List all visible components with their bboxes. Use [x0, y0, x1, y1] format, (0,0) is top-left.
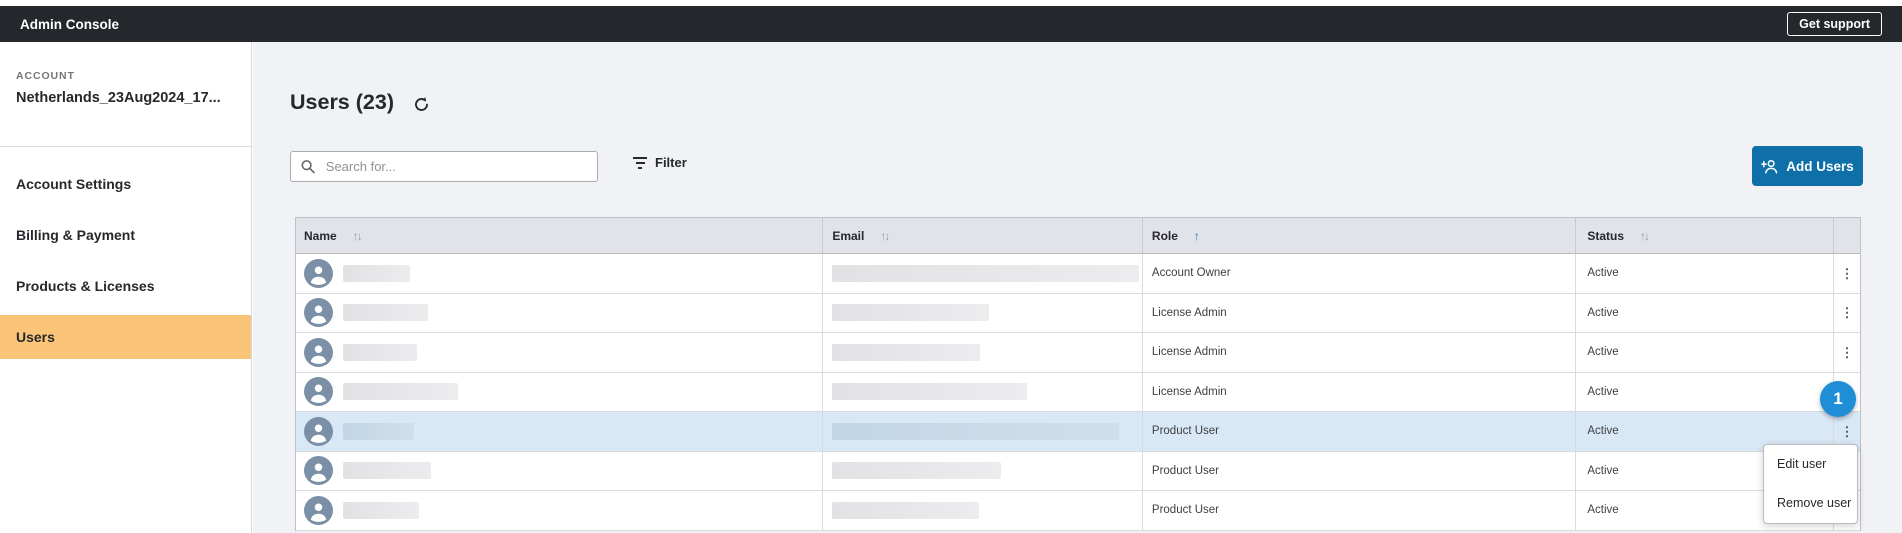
redacted-email	[832, 383, 1028, 401]
sort-icon-email[interactable]: ↑↓	[880, 228, 890, 243]
user-avatar-icon	[304, 416, 333, 446]
redacted-name	[343, 462, 431, 480]
toolbar: Filter Add Users	[290, 146, 1863, 187]
table-row-highlighted[interactable]: Product User Active ⋮	[296, 412, 1860, 452]
status-cell: Active	[1576, 412, 1835, 451]
column-header-actions	[1834, 218, 1860, 253]
users-table: Name ↑↓ Email ↑↓ Role ↑ Status ↑↓	[295, 217, 1861, 531]
sidebar-item-billing-payment[interactable]: Billing & Payment	[16, 227, 136, 243]
redacted-name	[343, 501, 419, 519]
table-row[interactable]: Product User Active ⋮	[296, 491, 1860, 531]
sidebar-item-users[interactable]: Users	[0, 315, 251, 359]
table-row[interactable]: License Admin Active ⋮	[296, 333, 1860, 373]
add-user-icon	[1761, 159, 1778, 173]
search-box[interactable]	[290, 151, 598, 182]
status-cell: Active	[1576, 372, 1835, 411]
table-row[interactable]: License Admin Active ⋮	[296, 372, 1860, 412]
filter-button[interactable]: Filter	[633, 155, 687, 170]
sidebar-item-products-licenses[interactable]: Products & Licenses	[16, 278, 155, 294]
redacted-name	[343, 304, 428, 322]
user-avatar-icon	[304, 495, 333, 525]
role-cell: Product User	[1143, 491, 1577, 530]
menu-item-edit-user[interactable]: Edit user	[1777, 457, 1827, 471]
redacted-name	[343, 422, 414, 440]
sidebar-nav: Account Settings Billing & Payment Produ…	[0, 162, 251, 366]
user-avatar-icon	[304, 456, 333, 486]
role-cell: License Admin	[1143, 333, 1577, 372]
kebab-menu-icon[interactable]: ⋮	[1840, 305, 1854, 321]
status-cell: Active	[1576, 333, 1835, 372]
column-header-role[interactable]: Role ↑	[1143, 218, 1577, 253]
redacted-email	[832, 304, 990, 322]
sidebar-divider	[0, 146, 251, 147]
column-header-email[interactable]: Email ↑↓	[823, 218, 1143, 253]
filter-label: Filter	[655, 155, 687, 170]
sidebar: ACCOUNT Netherlands_23Aug2024_17... Acco…	[0, 42, 252, 533]
status-cell: Active	[1576, 254, 1835, 293]
column-header-name[interactable]: Name ↑↓	[296, 218, 824, 253]
search-icon	[301, 160, 315, 174]
row-context-menu: Edit user Remove user	[1763, 444, 1858, 524]
redacted-email	[832, 343, 981, 361]
topbar: Admin Console Get support	[0, 6, 1902, 42]
account-section-label: ACCOUNT	[16, 70, 75, 82]
user-avatar-icon	[304, 298, 333, 328]
table-row[interactable]: Account Owner Active ⋮	[296, 254, 1860, 294]
kebab-menu-icon-open[interactable]: ⋮	[1840, 423, 1854, 439]
redacted-email	[832, 264, 1140, 282]
role-cell: License Admin	[1143, 372, 1577, 411]
app-title: Admin Console	[20, 16, 120, 32]
redacted-name	[343, 264, 410, 282]
role-cell: License Admin	[1143, 293, 1577, 332]
role-cell: Product User	[1143, 451, 1577, 490]
redacted-email	[832, 462, 1002, 480]
redacted-email	[832, 501, 980, 519]
add-users-button[interactable]: Add Users	[1752, 146, 1863, 186]
account-name[interactable]: Netherlands_23Aug2024_17...	[16, 90, 221, 106]
column-header-status[interactable]: Status ↑↓	[1576, 218, 1835, 253]
main-content: Users (23) Filter Add Users	[253, 42, 1902, 533]
add-users-label: Add Users	[1786, 158, 1854, 174]
sidebar-item-account-settings[interactable]: Account Settings	[16, 176, 132, 192]
table-row[interactable]: License Admin Active ⋮	[296, 293, 1860, 333]
table-header: Name ↑↓ Email ↑↓ Role ↑ Status ↑↓	[296, 218, 1860, 254]
sort-icon-role-ascending[interactable]: ↑	[1193, 228, 1200, 243]
table-row[interactable]: Product User Active ⋮	[296, 451, 1860, 491]
annotation-step-badge: 1	[1820, 381, 1856, 417]
filter-icon	[633, 156, 647, 169]
role-cell: Product User	[1143, 412, 1577, 451]
user-avatar-icon	[304, 337, 333, 367]
refresh-icon[interactable]	[413, 96, 430, 113]
role-cell: Account Owner	[1143, 254, 1577, 293]
search-input[interactable]	[323, 158, 587, 175]
status-cell: Active	[1576, 293, 1835, 332]
redacted-name	[343, 383, 458, 401]
user-avatar-icon	[304, 377, 333, 407]
user-avatar-icon	[304, 258, 333, 288]
kebab-menu-icon[interactable]: ⋮	[1840, 265, 1854, 281]
sort-icon-status[interactable]: ↑↓	[1640, 228, 1650, 243]
page-title-row: Users (23)	[290, 90, 430, 115]
page-title: Users (23)	[290, 90, 394, 114]
get-support-button[interactable]: Get support	[1787, 12, 1882, 36]
redacted-email	[832, 422, 1120, 440]
redacted-name	[343, 343, 417, 361]
sort-icon-name[interactable]: ↑↓	[352, 228, 363, 243]
kebab-menu-icon[interactable]: ⋮	[1840, 344, 1854, 360]
menu-item-remove-user[interactable]: Remove user	[1777, 496, 1852, 510]
